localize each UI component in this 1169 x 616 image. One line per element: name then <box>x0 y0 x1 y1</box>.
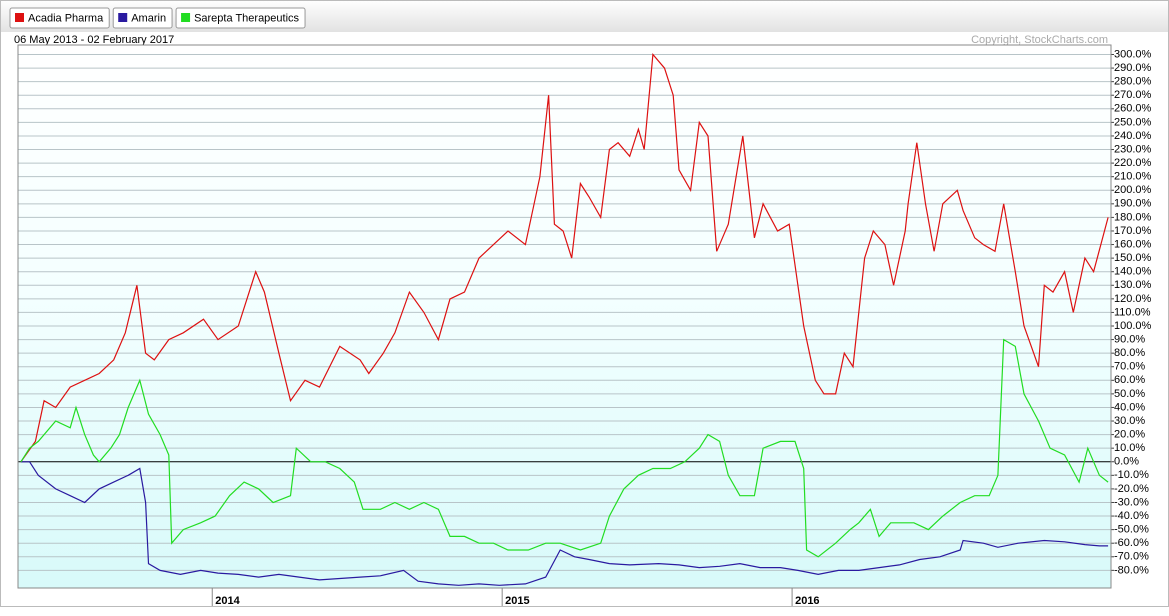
legend-item: Amarin <box>112 7 173 29</box>
y-tick-label: 300.0% <box>1114 48 1152 60</box>
y-tick-label: 70.0% <box>1114 361 1145 373</box>
subtitle: 06 May 2013 - 02 February 2017 <box>14 34 174 46</box>
x-tick-label: 2014 <box>215 595 240 607</box>
y-tick-label: 100.0% <box>1114 320 1152 332</box>
legend-swatch <box>118 13 128 22</box>
y-tick-label: -40.0% <box>1114 510 1149 522</box>
y-tick-label: -30.0% <box>1114 496 1149 508</box>
y-tick-label: 250.0% <box>1114 116 1152 128</box>
plot-background <box>18 45 1111 588</box>
y-tick-label: 60.0% <box>1114 374 1145 386</box>
series-line <box>20 338 1109 558</box>
y-tick-label: 10.0% <box>1114 442 1145 454</box>
legend: Acadia Pharma Amarin Sarepta Therapeutics <box>9 7 306 29</box>
x-tick-label: 2016 <box>795 595 819 607</box>
y-tick-label: 200.0% <box>1114 184 1152 196</box>
y-tick-label: -20.0% <box>1114 483 1149 495</box>
y-tick-label: 120.0% <box>1114 293 1152 305</box>
y-tick-label: 130.0% <box>1114 279 1152 291</box>
y-tick-label: 90.0% <box>1114 333 1145 345</box>
legend-swatch <box>181 13 191 22</box>
credit: Copyright, StockCharts.com <box>971 34 1108 46</box>
legend-button <box>9 7 110 29</box>
y-tick-label: 270.0% <box>1114 89 1152 101</box>
y-tick-label: 140.0% <box>1114 266 1152 278</box>
y-tick-label: 240.0% <box>1114 130 1152 142</box>
y-tick-label: 260.0% <box>1114 103 1152 115</box>
y-tick-label: 280.0% <box>1114 76 1152 88</box>
y-tick-label: 210.0% <box>1114 171 1152 183</box>
legend-label: Amarin <box>131 12 166 24</box>
series-line <box>20 53 1109 463</box>
legend-button <box>112 7 173 29</box>
x-tick-label: 2015 <box>505 595 529 607</box>
y-tick-label: 220.0% <box>1114 157 1152 169</box>
y-tick-label: -50.0% <box>1114 524 1149 536</box>
series-line <box>20 461 1109 586</box>
legend-label: Sarepta Therapeutics <box>194 12 299 24</box>
legend-item: Acadia Pharma <box>9 7 110 29</box>
y-tick-label: 180.0% <box>1114 211 1152 223</box>
legend-button <box>175 7 306 29</box>
y-tick-label: 170.0% <box>1114 225 1152 237</box>
y-tick-label: 290.0% <box>1114 62 1152 74</box>
y-tick-label: 230.0% <box>1114 143 1152 155</box>
y-tick-label: -60.0% <box>1114 537 1149 549</box>
legend-label: Acadia Pharma <box>28 12 104 24</box>
y-tick-label: 190.0% <box>1114 198 1152 210</box>
plot-border <box>17 44 1112 589</box>
y-tick-label: 150.0% <box>1114 252 1152 264</box>
y-tick-label: -70.0% <box>1114 551 1149 563</box>
y-tick-label: 110.0% <box>1114 306 1151 318</box>
legend-swatch <box>15 13 24 22</box>
header-bar <box>0 0 1169 32</box>
y-tick-label: 30.0% <box>1114 415 1145 427</box>
y-tick-label: -10.0% <box>1114 469 1149 481</box>
y-tick-label: 40.0% <box>1114 401 1145 413</box>
y-tick-label: 20.0% <box>1114 429 1145 441</box>
y-tick-label: 50.0% <box>1114 388 1145 400</box>
legend-item: Sarepta Therapeutics <box>175 7 306 29</box>
y-tick-label: 0.0% <box>1114 456 1139 468</box>
y-tick-label: 160.0% <box>1114 238 1152 250</box>
y-tick-label: 80.0% <box>1114 347 1145 359</box>
y-tick-label: -80.0% <box>1114 564 1149 576</box>
